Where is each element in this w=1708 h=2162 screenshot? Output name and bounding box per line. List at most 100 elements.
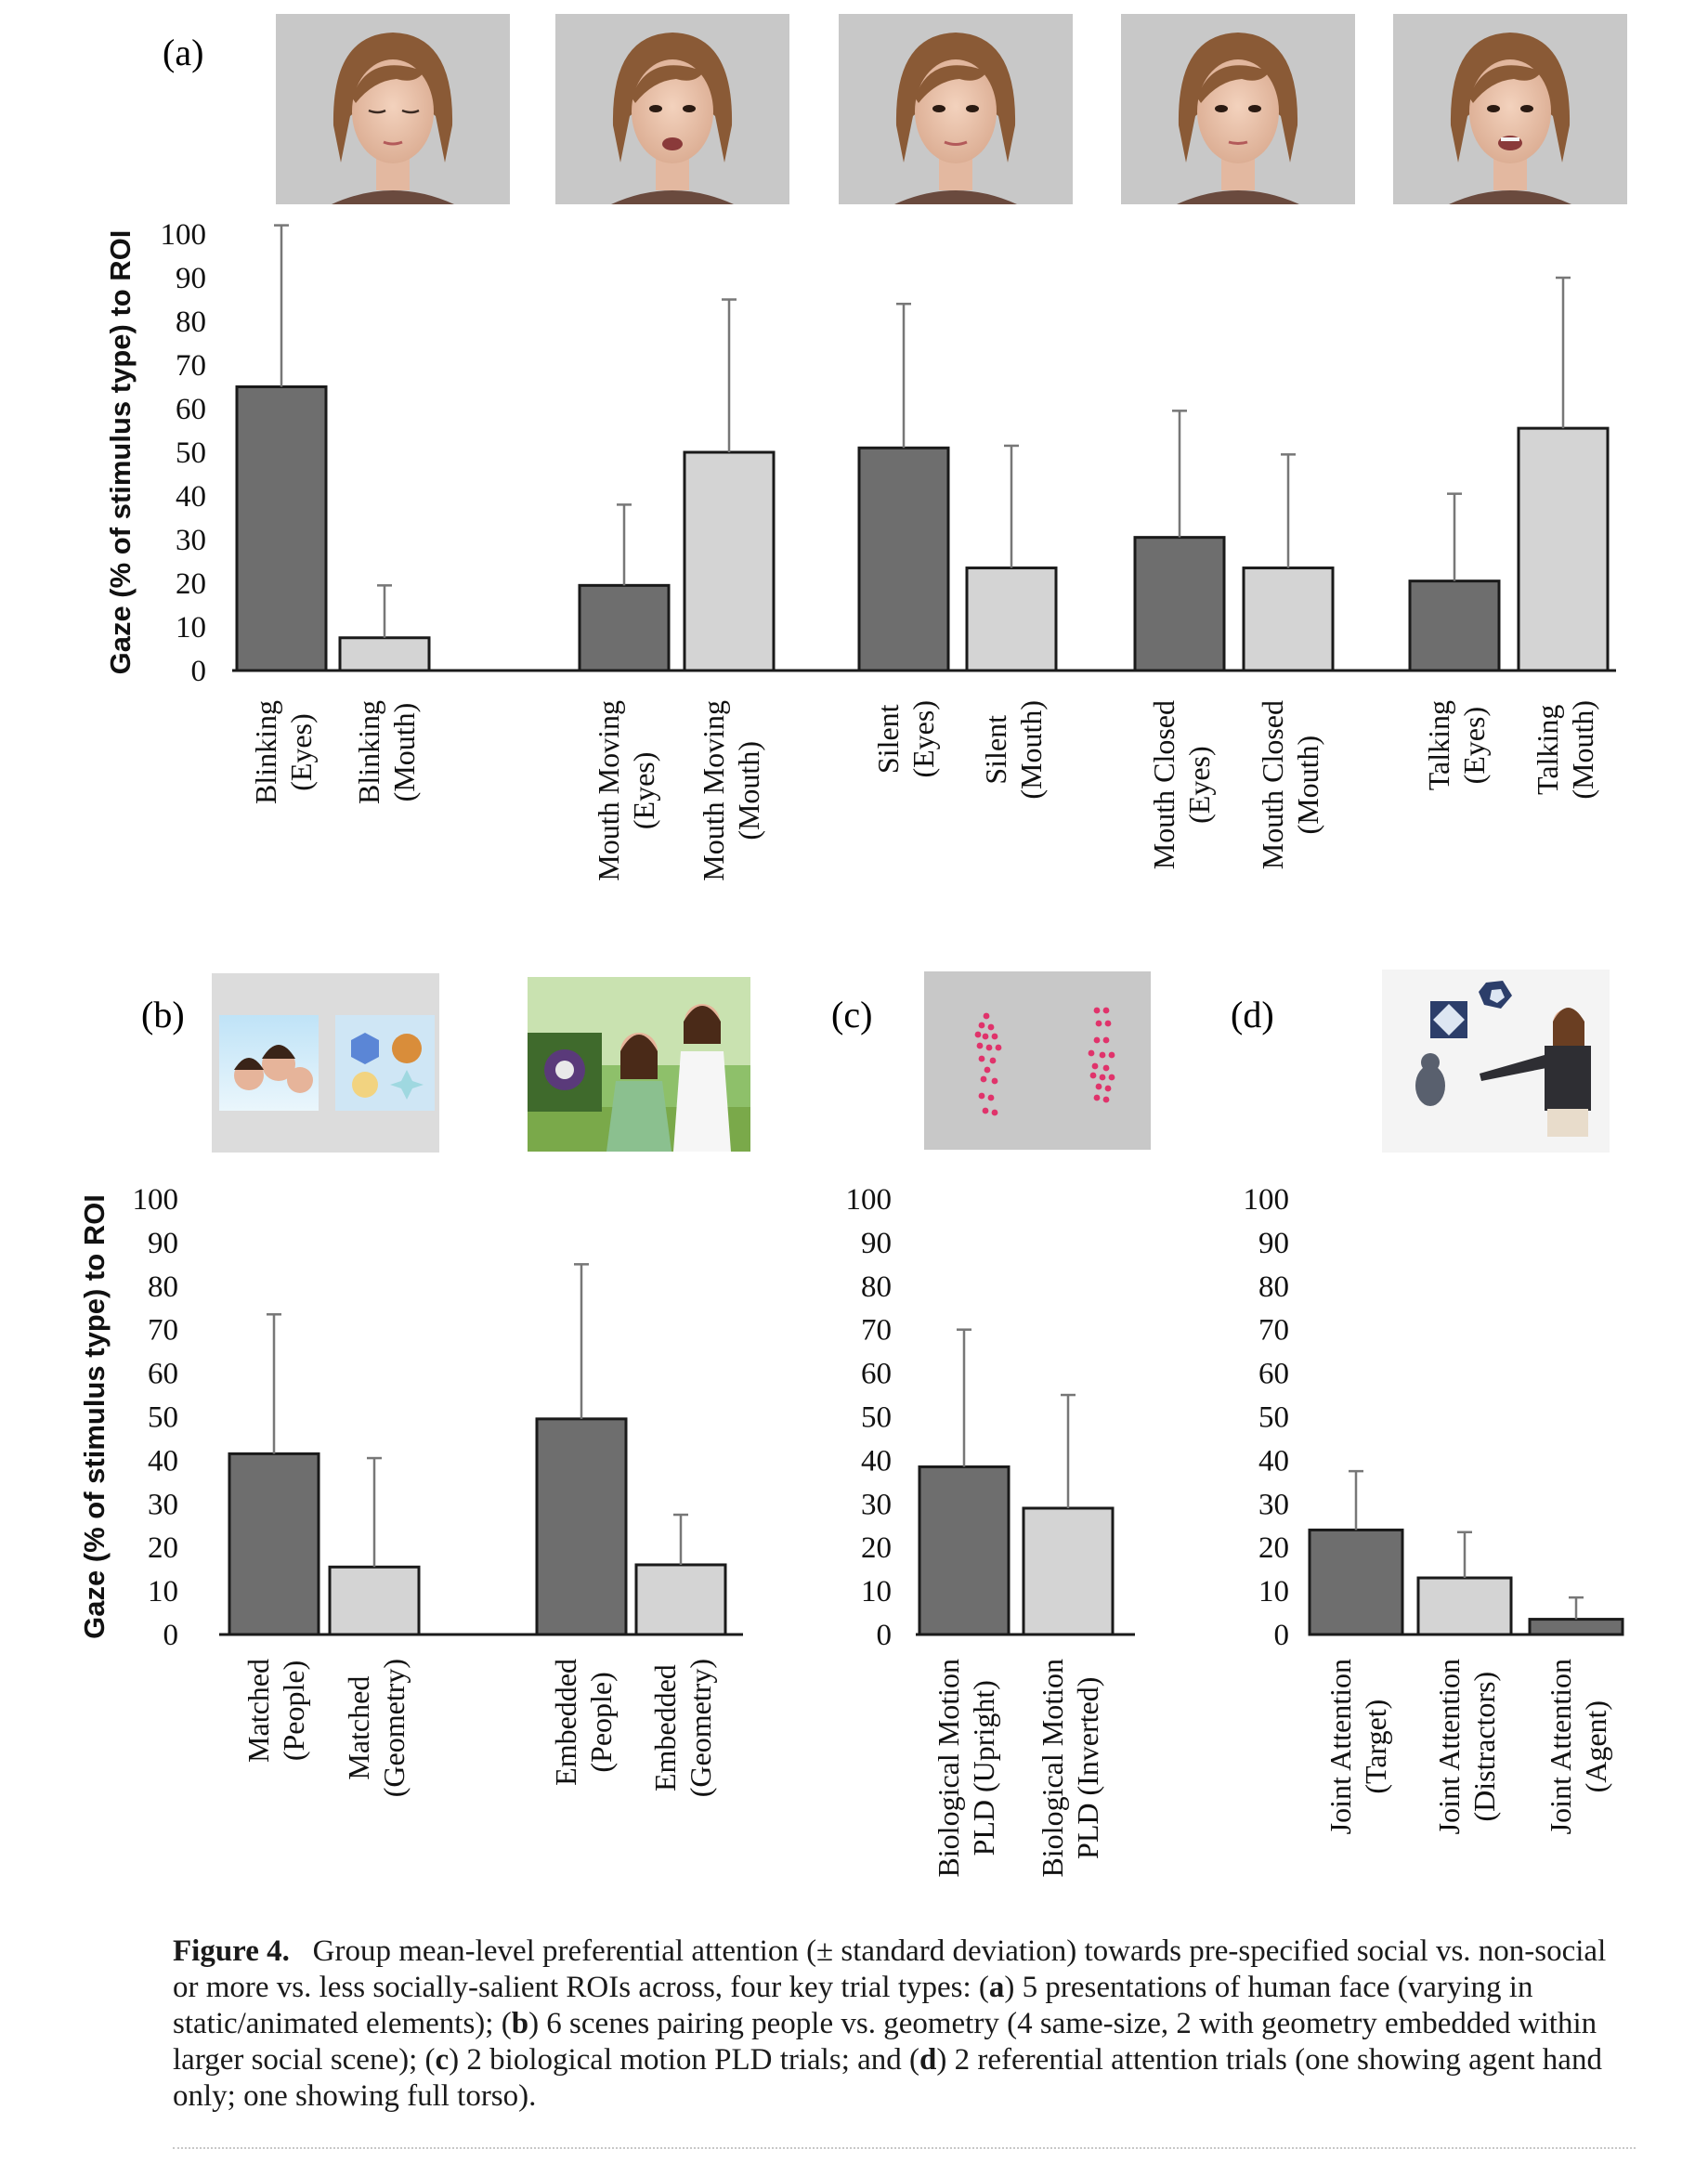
figure-caption: Figure 4. Group mean-level preferential … (173, 1934, 1622, 2115)
y-tick-label: 0 (877, 1619, 893, 1652)
bar (918, 1465, 1010, 1636)
y-axis-label: Gaze (% of stimulus type) to ROI (104, 230, 137, 675)
category-label: Embedded(Geometry) (648, 1659, 717, 1797)
bar (857, 446, 950, 672)
y-tick-label: 20 (148, 1531, 178, 1565)
y-tick-label: 0 (163, 1619, 179, 1652)
pld-dot (1089, 1072, 1097, 1079)
caption-divider (173, 2147, 1636, 2149)
category-label: Silent(Eyes) (871, 700, 940, 778)
pld-dot (1104, 1085, 1112, 1092)
pld-dot (978, 1022, 985, 1029)
pld-dot (983, 1012, 990, 1020)
chart-panel-a: 0 10 20 30 40 50 60 70 80 90 100 Gaze (% of stimulu… (104, 218, 1616, 881)
category-label: Blinking(Mouth) (352, 700, 421, 804)
bar (683, 450, 776, 672)
panel-b-label: (b) (141, 994, 185, 1035)
caption-text-2: ) 5 presentations of human face (varying… (173, 1971, 1533, 2040)
y-tick-label: 70 (861, 1314, 892, 1348)
caption-panel-b: b (511, 2007, 529, 2040)
y-tick-label: 70 (176, 349, 206, 383)
y-tick-label: 90 (148, 1227, 178, 1260)
bar (965, 567, 1058, 672)
chart-panel-c: 0 10 20 30 40 50 60 70 80 90 100 Biological MotionP… (846, 1183, 1135, 1878)
y-tick-label: 40 (1258, 1444, 1289, 1478)
category-label: Talking(Mouth) (1531, 700, 1599, 800)
category-label: Talking(Eyes) (1422, 700, 1491, 790)
category-label: Matched(Geometry) (342, 1659, 411, 1797)
y-tick-label: 30 (861, 1488, 892, 1521)
caption-text-4: ) 2 biological motion PLD trials; and ( (449, 2043, 919, 2077)
y-tick-label: 100 (846, 1183, 893, 1217)
pld-dot (982, 1107, 989, 1114)
pld-dot (1095, 1083, 1102, 1090)
pld-dot (980, 1075, 987, 1083)
y-tick-label: 80 (861, 1270, 892, 1304)
panel-c-label: (c) (831, 994, 872, 1035)
pld-dot (1093, 1036, 1101, 1044)
bar (634, 1563, 727, 1636)
bar (228, 1452, 320, 1636)
pld-dot (978, 1092, 985, 1100)
y-tick-label: 40 (861, 1444, 892, 1478)
category-label: Joint Attention(Agent) (1544, 1659, 1612, 1834)
pld-dot (985, 1044, 993, 1051)
y-tick-label: 60 (861, 1358, 892, 1391)
bar (535, 1417, 628, 1636)
face-image-mouth-closed (1121, 14, 1355, 204)
caption-panel-c: c (435, 2043, 450, 2077)
face-image-blinking (276, 14, 510, 204)
bar (1242, 567, 1335, 672)
category-label: Matched(People) (241, 1659, 310, 1763)
y-tick-label: 20 (861, 1531, 892, 1565)
pld-dot (987, 1023, 995, 1031)
y-tick-label: 50 (861, 1401, 892, 1435)
pld-dot (987, 1094, 995, 1101)
joint-attention-image (1382, 970, 1610, 1153)
bar (235, 385, 328, 672)
caption-panel-d: d (919, 2043, 937, 2077)
y-tick-label: 40 (176, 480, 206, 514)
y-tick-label: 60 (148, 1358, 178, 1391)
panel-a-label: (a) (163, 32, 203, 73)
y-tick-label: 50 (1258, 1401, 1289, 1435)
pld-dot (1093, 1094, 1101, 1101)
y-tick-label: 100 (133, 1183, 179, 1217)
y-tick-label: 60 (176, 393, 206, 426)
caption-text-3: ) 6 scenes pairing people vs. geometry (… (173, 2007, 1597, 2077)
pld-dot (1091, 1062, 1099, 1070)
y-tick-label: 100 (161, 218, 207, 252)
category-label: Mouth Closed(Mouth) (1256, 700, 1324, 869)
pld-dot (1093, 1007, 1101, 1014)
y-tick-label: 10 (176, 611, 206, 645)
bar (1517, 426, 1610, 672)
y-tick-label: 80 (1258, 1270, 1289, 1304)
y-tick-label: 90 (861, 1227, 892, 1260)
y-tick-label: 60 (1258, 1358, 1289, 1391)
y-tick-label: 0 (191, 655, 207, 688)
pld-dot (991, 1077, 998, 1085)
caption-text-5: ) 2 referential attention trials (one sh… (173, 2043, 1602, 2113)
y-tick-label: 10 (148, 1575, 178, 1608)
y-tick-label: 40 (148, 1444, 178, 1478)
pld-stimulus-image (924, 971, 1151, 1150)
bar (328, 1565, 421, 1636)
bar (1133, 536, 1226, 672)
pld-dot (991, 1033, 998, 1040)
category-label: Mouth Moving(Eyes) (592, 700, 660, 881)
pld-dot (1088, 1049, 1095, 1057)
pld-dot (1099, 1051, 1106, 1059)
caption-text-1: Group mean-level preferential attention … (173, 1934, 1607, 2004)
pld-dot (1104, 1020, 1112, 1027)
face-stimulus-images (276, 14, 1627, 204)
pld-dot (989, 1057, 997, 1064)
caption-panel-a: a (988, 1971, 1005, 2004)
category-label: Blinking(Eyes) (249, 700, 318, 804)
pld-dot (995, 1044, 1002, 1051)
scene-image-matched (212, 973, 439, 1153)
face-image-mouth-moving (555, 14, 789, 204)
pld-dot (984, 1066, 991, 1074)
bar (338, 636, 431, 672)
pld-dot (1102, 1064, 1110, 1072)
